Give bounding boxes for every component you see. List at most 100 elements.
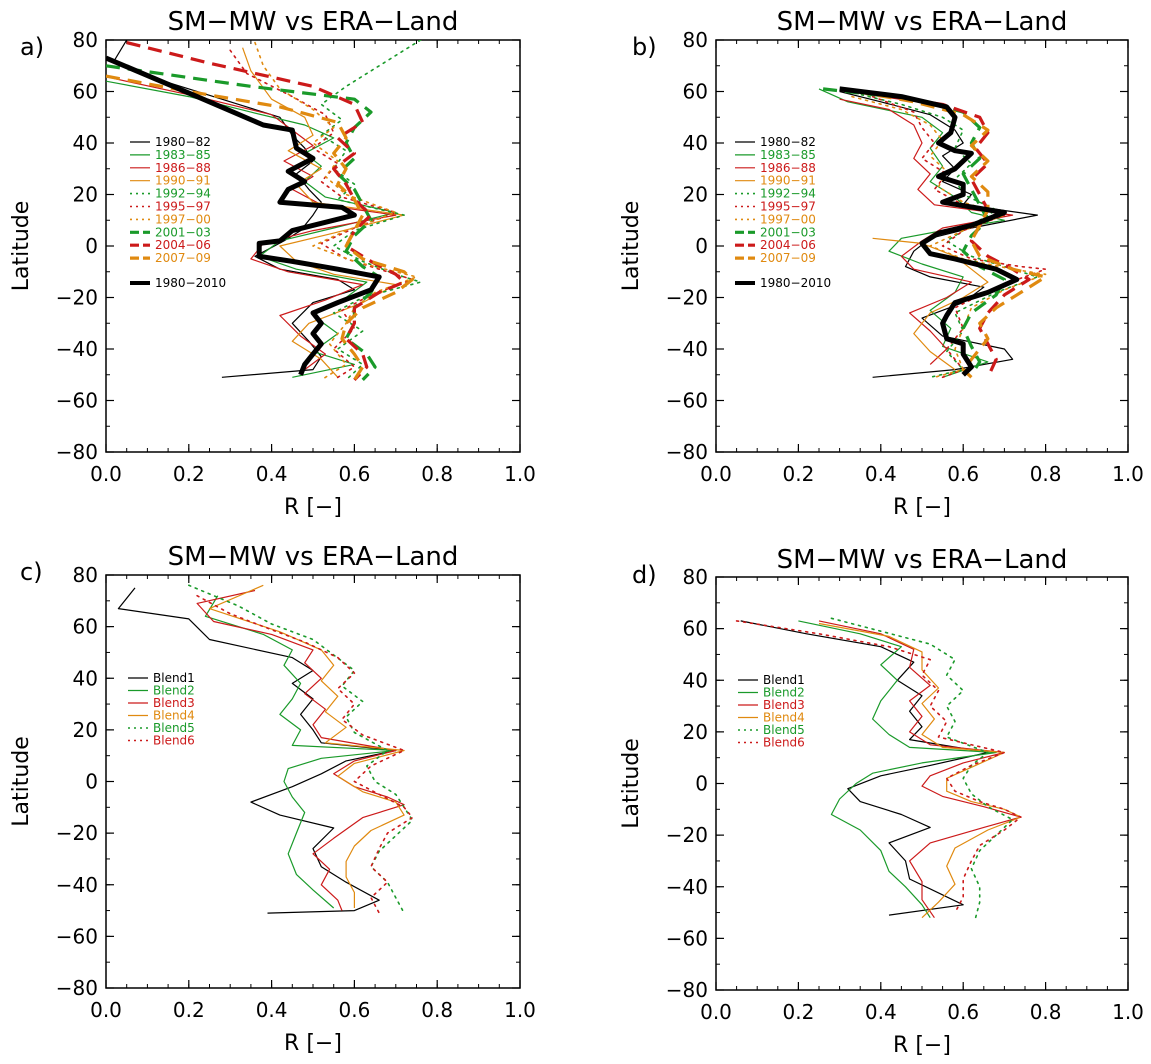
chart-title: SM−MW vs ERA−Land xyxy=(168,7,459,37)
x-tick-label: 0.4 xyxy=(256,998,288,1022)
y-tick-label: 0 xyxy=(85,234,98,258)
y-axis-label: Latitude xyxy=(9,736,34,827)
x-tick-label: 0.8 xyxy=(421,998,453,1022)
series-line-Blend3 xyxy=(818,620,1022,919)
panel-letter: a) xyxy=(20,33,44,61)
x-tick-label: 0.6 xyxy=(338,998,370,1022)
legend-label: Blend6 xyxy=(763,736,805,750)
series-line-Blend1 xyxy=(740,620,989,916)
y-axis-label: Latitude xyxy=(619,738,644,829)
y-tick-label: 80 xyxy=(73,28,98,52)
x-axis-label: R [−] xyxy=(893,495,951,520)
y-tick-label: −60 xyxy=(666,926,708,950)
x-axis-label: R [−] xyxy=(284,495,342,520)
legend-label: 1997−00 xyxy=(155,212,211,226)
legend-label: Blend1 xyxy=(763,673,805,687)
series-line-19802010 xyxy=(839,86,1020,377)
chart-panel-d: 80 60 40 20 0 −20 −40 −60 −800.0 0.2 0.4 0.6 0.8 1.0 S… xyxy=(619,545,1144,1058)
x-tick-label: 0.2 xyxy=(782,462,814,486)
series-line-Blend3 xyxy=(196,589,405,911)
y-tick-label: 80 xyxy=(683,28,708,52)
y-tick-label: −20 xyxy=(666,823,708,847)
legend-label: Blend5 xyxy=(153,721,195,735)
legend-label: 1990−91 xyxy=(760,174,816,188)
series-line-Blend6 xyxy=(196,594,414,914)
panel-letter: d) xyxy=(632,561,657,589)
legend: 1980−821983−851986−881990−911992−941995−… xyxy=(735,135,831,290)
x-axis-label: R [−] xyxy=(284,1031,342,1056)
y-tick-label: −80 xyxy=(666,978,708,1002)
y-tick-label: −20 xyxy=(666,286,708,310)
series-line-Blend1 xyxy=(117,587,397,914)
legend-label: 1986−88 xyxy=(760,161,816,175)
chart-title: SM−MW vs ERA−Land xyxy=(777,545,1068,575)
x-tick-label: 0.0 xyxy=(700,1000,732,1024)
legend-label: 1992−94 xyxy=(760,187,816,201)
y-tick-label: 40 xyxy=(683,668,708,692)
series-line-198385 xyxy=(106,80,397,378)
legend-label: Blend2 xyxy=(763,686,805,700)
series-line-Blend6 xyxy=(735,620,1022,914)
series-line-199091 xyxy=(872,237,989,371)
series-group xyxy=(117,584,414,914)
legend-label: 1980−2010 xyxy=(760,276,831,290)
y-tick-label: −40 xyxy=(666,337,708,361)
x-tick-label: 0.2 xyxy=(782,1000,814,1024)
y-tick-label: −60 xyxy=(56,924,98,948)
y-tick-label: 40 xyxy=(73,666,98,690)
y-tick-label: −80 xyxy=(666,440,708,464)
y-tick-label: −20 xyxy=(56,286,98,310)
x-tick-label: 0.4 xyxy=(865,462,897,486)
series-line-198688 xyxy=(839,98,1014,365)
legend-label: Blend2 xyxy=(153,684,195,698)
y-tick-label: −60 xyxy=(666,389,708,413)
x-tick-label: 0.8 xyxy=(1030,1000,1062,1024)
y-tick-label: −40 xyxy=(56,873,98,897)
legend-label: 2001−03 xyxy=(760,225,816,239)
legend-label: Blend1 xyxy=(153,671,195,685)
series-line-200709 xyxy=(106,74,414,381)
plot-frame xyxy=(105,574,521,989)
legend-label: 2004−06 xyxy=(155,238,211,252)
panel-letter: b) xyxy=(632,33,657,61)
chart-title: SM−MW vs ERA−Land xyxy=(168,542,459,572)
legend-label: Blend5 xyxy=(763,723,805,737)
panel-letter: c) xyxy=(20,558,43,586)
legend-label: Blend3 xyxy=(763,698,805,712)
x-axis-label: R [−] xyxy=(893,1033,951,1058)
legend-label: 1997−00 xyxy=(760,212,816,226)
legend-label: 2001−03 xyxy=(155,225,211,239)
y-tick-label: 20 xyxy=(73,183,98,207)
series-line-Blend4 xyxy=(818,622,1022,919)
y-tick-label: 60 xyxy=(73,615,98,639)
y-tick-label: 20 xyxy=(73,718,98,742)
chart-panel-a: 80 60 40 20 0 −20 −40 −60 −800.0 0.2 0.4 0.6 0.8 1.0 S… xyxy=(9,7,536,520)
legend-label: 2007−09 xyxy=(760,251,816,265)
series-line-19802010 xyxy=(106,55,382,376)
y-tick-label: −60 xyxy=(56,389,98,413)
series-group xyxy=(735,617,1022,919)
x-tick-label: 1.0 xyxy=(1112,1000,1144,1024)
y-tick-label: 0 xyxy=(695,772,708,796)
x-tick-label: 0.0 xyxy=(90,462,122,486)
series-line-Blend2 xyxy=(798,620,997,919)
y-tick-label: 60 xyxy=(683,80,708,104)
legend-label: Blend4 xyxy=(153,709,195,723)
x-tick-label: 0.8 xyxy=(421,462,453,486)
x-tick-label: 1.0 xyxy=(504,998,536,1022)
x-tick-label: 0.6 xyxy=(947,462,979,486)
legend-label: 1986−88 xyxy=(155,161,211,175)
legend-label: 1995−97 xyxy=(155,200,211,214)
x-tick-label: 0.6 xyxy=(338,462,370,486)
series-line-199597 xyxy=(871,95,1047,379)
y-tick-label: −80 xyxy=(56,440,98,464)
legend-label: 1995−97 xyxy=(760,200,816,214)
legend-label: 1980−82 xyxy=(155,135,211,149)
y-axis-label: Latitude xyxy=(619,201,644,292)
chart-panel-c: 80 60 40 20 0 −20 −40 −60 −800.0 0.2 0.4 0.6 0.8 1.0 S… xyxy=(9,542,536,1056)
legend-label: 1980−82 xyxy=(760,135,816,149)
legend-label: 1983−85 xyxy=(760,148,816,162)
x-tick-label: 0.6 xyxy=(947,1000,979,1024)
